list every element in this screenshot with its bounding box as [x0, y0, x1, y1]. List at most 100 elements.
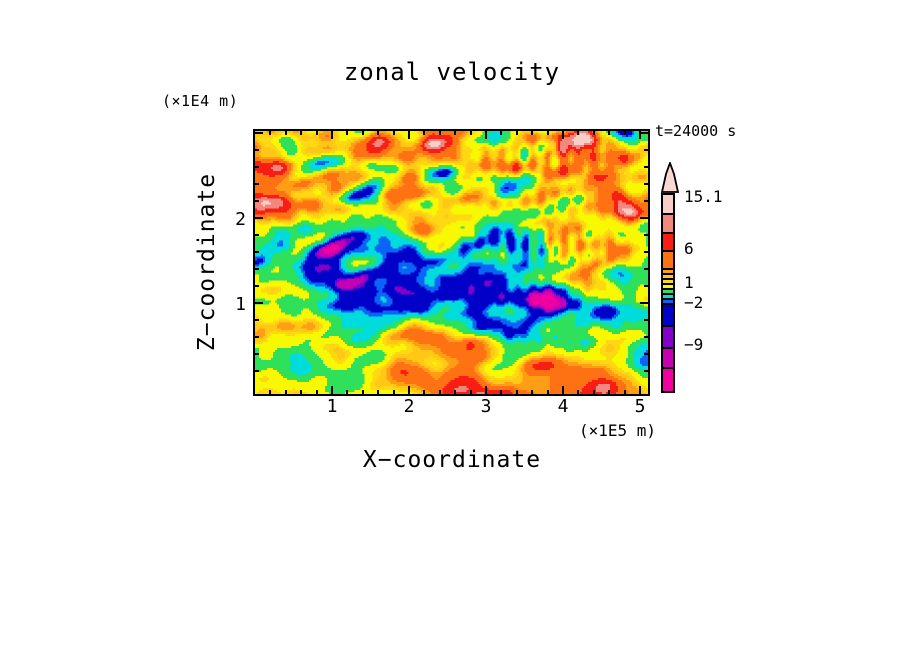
x-tick-label-5: 5 — [634, 396, 646, 417]
contour-field-canvas — [255, 131, 648, 394]
x-tick-label-3: 3 — [480, 396, 492, 417]
tick-mark — [593, 131, 595, 135]
colorbar — [661, 193, 675, 393]
tick-mark — [255, 370, 259, 372]
colorbar-segment-5 — [663, 273, 673, 278]
tick-mark — [644, 166, 648, 168]
tick-mark — [624, 131, 626, 135]
y-tick-label-2: 2 — [235, 209, 246, 230]
tick-mark — [644, 183, 648, 185]
tick-mark — [644, 353, 648, 355]
tick-mark — [331, 386, 333, 394]
tick-mark — [577, 131, 579, 135]
tick-mark — [362, 131, 364, 135]
tick-mark — [423, 390, 425, 394]
x-tick-label-4: 4 — [557, 396, 569, 417]
tick-mark — [577, 390, 579, 394]
tick-mark — [255, 319, 259, 321]
tick-mark — [608, 131, 610, 135]
colorbar-segment-6 — [663, 278, 673, 283]
tick-mark — [269, 390, 271, 394]
colorbar-label-1: 1 — [684, 273, 694, 292]
tick-mark — [593, 390, 595, 394]
tick-mark — [644, 336, 648, 338]
tick-mark — [454, 390, 456, 394]
tick-mark — [439, 390, 441, 394]
chart-title: zonal velocity — [343, 58, 561, 86]
tick-mark — [316, 390, 318, 394]
tick-mark — [547, 131, 549, 135]
x-tick-label-2: 2 — [403, 396, 415, 417]
tick-mark — [423, 131, 425, 135]
y-tick-label-1: 1 — [235, 294, 246, 315]
tick-mark — [255, 353, 259, 355]
colorbar-label-15-1: 15.1 — [684, 187, 723, 206]
tick-mark — [255, 149, 259, 151]
tick-mark — [346, 131, 348, 135]
tick-mark — [531, 131, 533, 135]
tick-mark — [562, 386, 564, 394]
tick-mark — [500, 131, 502, 135]
colorbar-segment-12 — [663, 325, 673, 347]
tick-mark — [255, 302, 263, 304]
tick-mark — [300, 390, 302, 394]
colorbar-segment-8 — [663, 288, 673, 293]
colorbar-segment-1 — [663, 213, 673, 232]
tick-mark — [439, 131, 441, 135]
tick-mark — [562, 131, 564, 139]
tick-mark — [500, 390, 502, 394]
y-axis-title: Z−coordinate — [194, 172, 220, 352]
colorbar-segment-11 — [663, 303, 673, 325]
tick-mark — [644, 285, 648, 287]
tick-mark — [470, 131, 472, 135]
tick-mark — [485, 386, 487, 394]
tick-mark — [255, 166, 259, 168]
tick-mark — [531, 390, 533, 394]
tick-mark — [624, 390, 626, 394]
colorbar-label-neg2: −2 — [684, 293, 704, 312]
y-axis-unit-label: (×1E4 m) — [162, 92, 239, 110]
tick-mark — [644, 234, 648, 236]
tick-mark — [255, 336, 259, 338]
colorbar-segment-14 — [663, 367, 673, 391]
colorbar-segment-3 — [663, 250, 673, 268]
tick-mark — [640, 132, 648, 134]
tick-mark — [255, 234, 259, 236]
tick-mark — [285, 131, 287, 135]
plot-area — [253, 129, 650, 396]
tick-mark — [644, 370, 648, 372]
colorbar-segment-4 — [663, 268, 673, 273]
tick-mark — [408, 131, 410, 139]
colorbar-segment-13 — [663, 347, 673, 367]
tick-mark — [255, 183, 259, 185]
tick-mark — [346, 390, 348, 394]
x-axis-unit-label: (×1E5 m) — [578, 421, 656, 440]
tick-mark — [255, 217, 263, 219]
tick-mark — [408, 386, 410, 394]
tick-mark — [331, 131, 333, 139]
tick-mark — [516, 390, 518, 394]
colorbar-segment-0 — [663, 195, 673, 213]
tick-mark — [255, 268, 259, 270]
tick-mark — [608, 390, 610, 394]
tick-mark — [640, 302, 648, 304]
colorbar-segment-9 — [663, 293, 673, 298]
tick-mark — [644, 200, 648, 202]
tick-mark — [255, 251, 259, 253]
tick-mark — [639, 131, 641, 139]
colorbar-label-6: 6 — [684, 239, 694, 258]
tick-mark — [393, 390, 395, 394]
tick-mark — [255, 132, 263, 134]
tick-mark — [316, 131, 318, 135]
tick-mark — [255, 285, 259, 287]
tick-mark — [393, 131, 395, 135]
tick-mark — [255, 200, 259, 202]
tick-mark — [644, 268, 648, 270]
tick-mark — [285, 390, 287, 394]
tick-mark — [454, 131, 456, 135]
colorbar-overflow-arrow-icon — [660, 162, 680, 193]
tick-mark — [485, 131, 487, 139]
tick-mark — [547, 390, 549, 394]
tick-mark — [362, 390, 364, 394]
